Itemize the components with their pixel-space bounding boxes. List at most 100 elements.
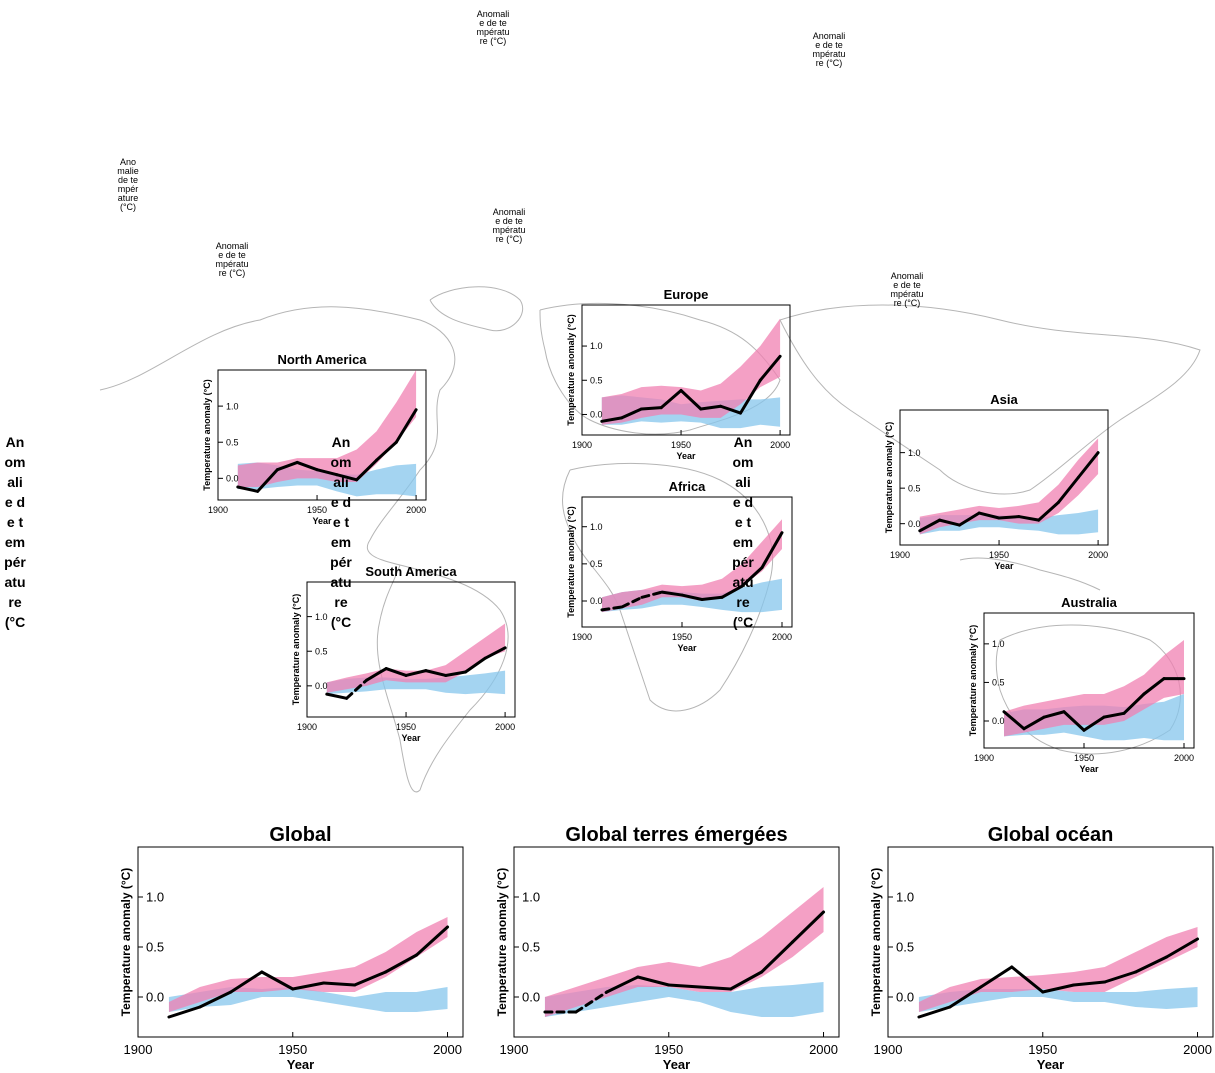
gl-x-tick-label: 1900 (124, 1042, 153, 1057)
gl-title: Global (269, 824, 331, 846)
au-y-tick-label: 0.5 (992, 678, 1005, 688)
eu-x-tick-label: 1950 (671, 440, 691, 450)
as-x-tick-label: 1900 (890, 550, 910, 560)
af-y-tick-label: 0.0 (590, 596, 603, 606)
gl-observed-segment (324, 983, 355, 985)
af-y-tick-label: 1.0 (590, 522, 603, 532)
as-x-axis-label: Year (994, 561, 1014, 571)
overlay-label-left-high: Anomalie de température (°C) (117, 158, 139, 212)
global-panel: 1900 1950 2000 0.0 0.5 1.0 Year Temperature ano… (100, 812, 470, 1073)
as-x-tick-label: 2000 (1088, 550, 1108, 560)
au-y-axis-label: Temperature anomaly (°C) (968, 625, 978, 736)
gocean-y-tick-label: 0.5 (896, 940, 914, 955)
eu-observed-segment (641, 408, 661, 409)
overlay-label-mid-center: Anomalie de température (°C) (492, 208, 526, 244)
af-x-axis-label: Year (677, 643, 697, 653)
as-x-tick-label: 1950 (989, 550, 1009, 560)
gland-observed-segment (669, 985, 700, 987)
gl-y-axis-label: Temperature anomaly (°C) (119, 868, 133, 1017)
eu-title: Europe (664, 287, 709, 302)
gl-x-axis-label: Year (287, 1057, 314, 1072)
overlay-bold-label-center: Anomalie de température (°C (330, 432, 352, 632)
sa-y-axis-label: Temperature anomaly (°C) (291, 594, 301, 705)
as-title: Asia (990, 392, 1018, 407)
au-title: Australia (1061, 595, 1117, 610)
eu-y-tick-label: 1.0 (590, 341, 603, 351)
as-observed-segment (999, 517, 1019, 518)
gocean-x-tick-label: 2000 (1183, 1042, 1212, 1057)
gl-x-tick-label: 2000 (433, 1042, 462, 1057)
gocean-title: Global océan (988, 824, 1114, 846)
eu-x-axis-label: Year (676, 451, 696, 461)
gocean-y-tick-label: 1.0 (896, 890, 914, 905)
overlay-label-left-mid: Anomalie de température (°C) (215, 242, 249, 278)
eu-y-tick-label: 0.0 (590, 410, 603, 420)
overlay-label-right-mid: Anomalie de température (°C) (890, 272, 924, 308)
eu-y-tick-label: 0.5 (590, 375, 603, 385)
gl-y-tick-label: 0.5 (146, 940, 164, 955)
na-y-axis-label: Temperature anomaly (°C) (202, 379, 212, 490)
na-x-tick-label: 1950 (307, 505, 327, 515)
sa-x-axis-label: Year (401, 733, 421, 743)
gland-x-tick-label: 1900 (500, 1042, 529, 1057)
af-y-tick-label: 0.5 (590, 559, 603, 569)
sa-y-tick-label: 1.0 (315, 612, 328, 622)
au-chart-svg: 1900 1950 2000 0.0 0.5 1.0 Year Temperature ano… (937, 588, 1207, 773)
gland-title: Global terres émergées (565, 824, 787, 846)
na-x-tick-label: 2000 (406, 505, 426, 515)
gocean-x-tick-label: 1950 (1028, 1042, 1057, 1057)
na-y-tick-label: 1.0 (226, 401, 239, 411)
as-y-tick-label: 1.0 (908, 448, 921, 458)
au-y-tick-label: 1.0 (992, 639, 1005, 649)
au-y-tick-label: 0.0 (992, 716, 1005, 726)
au-x-tick-label: 2000 (1174, 753, 1194, 763)
sa-y-tick-label: 0.0 (315, 681, 328, 691)
as-y-axis-label: Temperature anomaly (°C) (884, 422, 894, 533)
gland-x-tick-label: 2000 (809, 1042, 838, 1057)
na-x-tick-label: 1900 (208, 505, 228, 515)
sa-x-tick-label: 2000 (495, 722, 515, 732)
sa-observed-segment (327, 694, 347, 698)
gl-x-tick-label: 1950 (278, 1042, 307, 1057)
sa-x-tick-label: 1950 (396, 722, 416, 732)
af-title: Africa (669, 479, 707, 494)
na-y-tick-label: 0.5 (226, 437, 239, 447)
gland-y-tick-label: 0.5 (522, 940, 540, 955)
eu-x-tick-label: 2000 (770, 440, 790, 450)
au-x-tick-label: 1900 (974, 753, 994, 763)
na-y-tick-label: 0.0 (226, 473, 239, 483)
na-title: North America (277, 352, 367, 367)
gl-y-tick-label: 0.0 (146, 990, 164, 1005)
af-x-tick-label: 1950 (672, 632, 692, 642)
gl-y-tick-label: 1.0 (146, 890, 164, 905)
gocean-y-axis-label: Temperature anomaly (°C) (869, 868, 883, 1017)
gland-y-tick-label: 0.0 (522, 990, 540, 1005)
sa-y-tick-label: 0.5 (315, 646, 328, 656)
gland-observed-segment (700, 987, 731, 989)
sa-title: South America (365, 564, 457, 579)
overlay-bold-label-left: Anomalie de température (°C (4, 432, 26, 632)
eu-y-axis-label: Temperature anomaly (°C) (566, 314, 576, 425)
af-x-tick-label: 1900 (572, 632, 592, 642)
gland-y-axis-label: Temperature anomaly (°C) (495, 868, 509, 1017)
au-x-axis-label: Year (1079, 764, 1099, 774)
as-y-tick-label: 0.0 (908, 519, 921, 529)
au-x-tick-label: 1950 (1074, 753, 1094, 763)
gocean-x-tick-label: 1900 (874, 1042, 903, 1057)
gocean-x-axis-label: Year (1037, 1057, 1064, 1072)
gland-y-tick-label: 1.0 (522, 890, 540, 905)
overlay-bold-label-right: Anomalie de température (°C (732, 432, 754, 632)
australia-panel: 1900 1950 2000 0.0 0.5 1.0 Year Temperature ano… (937, 588, 1207, 778)
